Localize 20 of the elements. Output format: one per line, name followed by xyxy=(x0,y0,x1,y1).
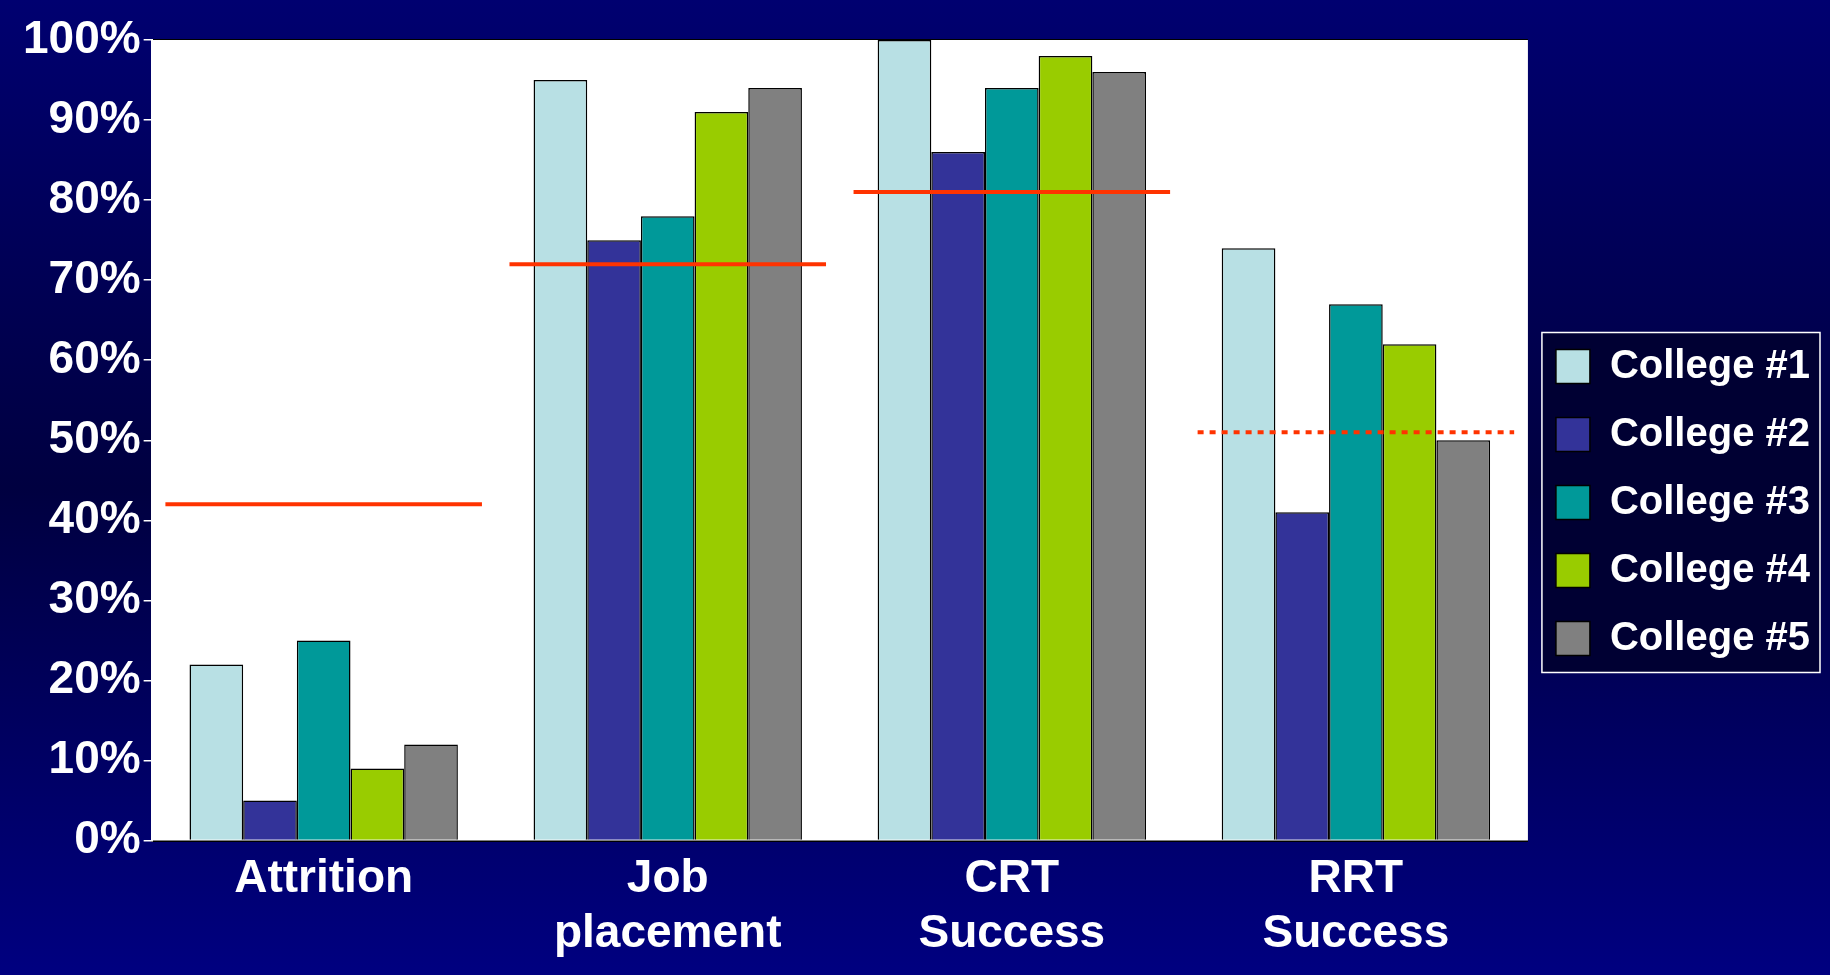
y-tick-label: 10% xyxy=(48,731,141,784)
legend-label: College #3 xyxy=(1609,477,1810,522)
y-tick-label: 100% xyxy=(22,10,141,63)
legend-label: College #1 xyxy=(1609,341,1810,386)
y-tick-label: 90% xyxy=(48,90,141,143)
y-tick-label: 70% xyxy=(48,250,141,303)
legend-label: College #5 xyxy=(1609,613,1810,658)
x-tick-label: Attrition xyxy=(234,849,414,902)
y-tick-label: 30% xyxy=(48,571,141,624)
y-tick-label: 60% xyxy=(48,330,141,383)
y-tick-label: 50% xyxy=(48,410,141,463)
y-tick-label: 0% xyxy=(74,811,141,864)
x-tick-label: RRT Success xyxy=(1262,849,1450,958)
y-tick-label: 40% xyxy=(48,491,141,544)
y-tick-label: 20% xyxy=(48,651,141,704)
y-tick-label: 80% xyxy=(48,170,141,223)
legend-label: College #4 xyxy=(1609,545,1811,590)
x-tick-label: CRT Success xyxy=(918,849,1106,958)
x-tick-label: Job placement xyxy=(553,849,782,958)
legend-label: College #2 xyxy=(1609,409,1810,454)
